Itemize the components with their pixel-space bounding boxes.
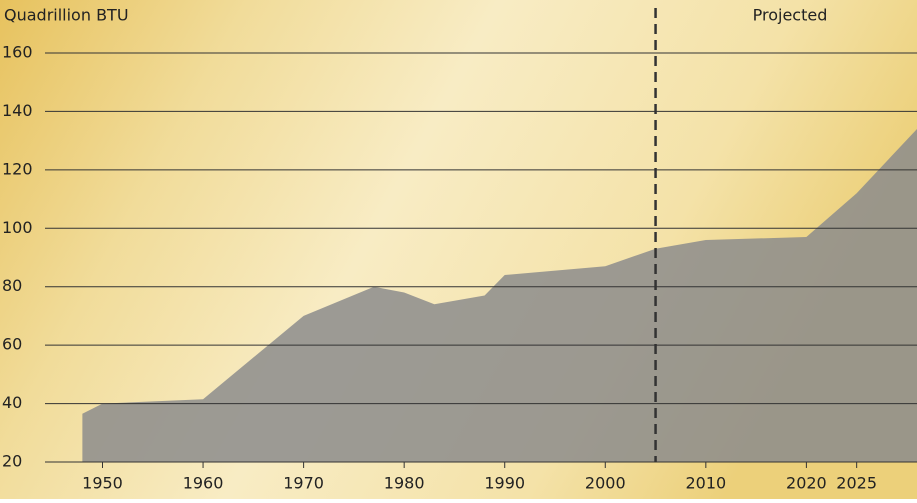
annotation: Projected	[753, 6, 828, 25]
y-axis-label: Quadrillion BTU	[4, 6, 129, 25]
x-tick-label: 2025	[836, 474, 877, 493]
x-tick-label: 2010	[685, 474, 726, 493]
y-tick-label: 100	[2, 218, 33, 237]
x-tick-label: 1990	[484, 474, 525, 493]
x-tick-label: 2020	[786, 474, 827, 493]
y-tick-label: 40	[2, 393, 22, 412]
x-tick-label: 2000	[585, 474, 626, 493]
x-tick-label: 1960	[183, 474, 224, 493]
x-tick-label: 1970	[283, 474, 324, 493]
y-tick-label: 80	[2, 276, 22, 295]
x-tick-label: 1950	[82, 474, 123, 493]
y-tick-label: 120	[2, 159, 33, 178]
x-tick-label: 1980	[384, 474, 425, 493]
y-tick-label: 60	[2, 335, 22, 354]
y-tick-label: 140	[2, 101, 33, 120]
chart: 20 40 60 80 100 120 140 160 1950 1960 1970 1980 1990…	[0, 0, 917, 499]
y-tick-label: 20	[2, 452, 22, 471]
y-tick-label: 160	[2, 43, 33, 62]
